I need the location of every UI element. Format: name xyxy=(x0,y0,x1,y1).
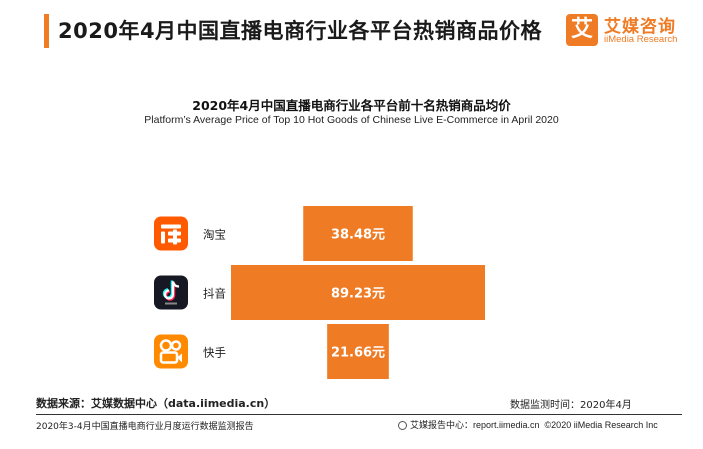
footer-copyright: ©2020 iiMedia Research Inc xyxy=(544,420,658,430)
report-center-icon xyxy=(398,421,407,430)
brand-name-cn: 艾媒咨询 xyxy=(604,17,676,37)
page-title: 2020年4月中国直播电商行业各平台热销商品价格 xyxy=(58,19,543,43)
footer-divider xyxy=(36,414,682,415)
footer-report-site: 艾媒报告中心：report.iimedia.cn xyxy=(410,420,540,430)
chart-title: 2020年4月中国直播电商行业各平台前十名热销商品均价 xyxy=(192,98,511,113)
category-label: 淘宝 xyxy=(203,228,226,242)
footer-report-name: 2020年3-4月中国直播电商行业月度运行数据监测报告 xyxy=(36,422,254,432)
footer-right: 艾媒报告中心：report.iimedia.cn ©2020 iiMedia R… xyxy=(398,418,658,431)
bar-0 xyxy=(303,206,413,261)
bar-1 xyxy=(231,265,485,320)
bar-2 xyxy=(327,324,389,379)
brand-logo: 艾 艾媒咨询 iiMedia Research xyxy=(566,12,698,50)
footer-source: 数据来源：艾媒数据中心（data.iimedia.cn） xyxy=(36,397,276,410)
brand-name-en: iiMedia Research xyxy=(604,34,678,45)
brand-logo-icon: 艾 xyxy=(566,14,598,46)
bar-value-label: 89.23元 xyxy=(331,287,385,302)
bar-value-label: 38.48元 xyxy=(331,228,385,243)
category-label: 抖音 xyxy=(203,287,226,301)
douyin-icon xyxy=(154,275,188,310)
chart-subtitle: Platform’s Average Price of Top 10 Hot G… xyxy=(144,114,559,126)
footer-monitor-date: 数据监测时间：2020年4月 xyxy=(510,400,632,411)
taobao-icon xyxy=(154,216,188,251)
bar-value-label: 21.66元 xyxy=(331,346,385,361)
title-accent-bar xyxy=(44,14,49,48)
kuaishou-icon xyxy=(154,334,188,369)
category-label: 快手 xyxy=(203,346,226,360)
